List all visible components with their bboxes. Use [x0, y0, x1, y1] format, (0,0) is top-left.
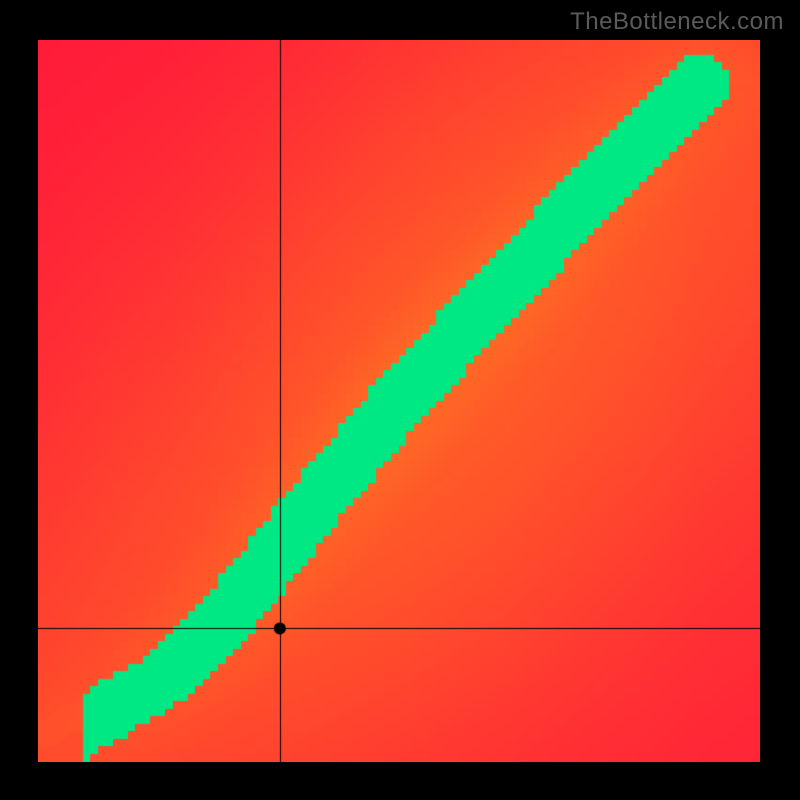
watermark-text: TheBottleneck.com [570, 8, 784, 36]
bottleneck-heatmap [38, 40, 760, 762]
chart-container: TheBottleneck.com [0, 0, 800, 800]
